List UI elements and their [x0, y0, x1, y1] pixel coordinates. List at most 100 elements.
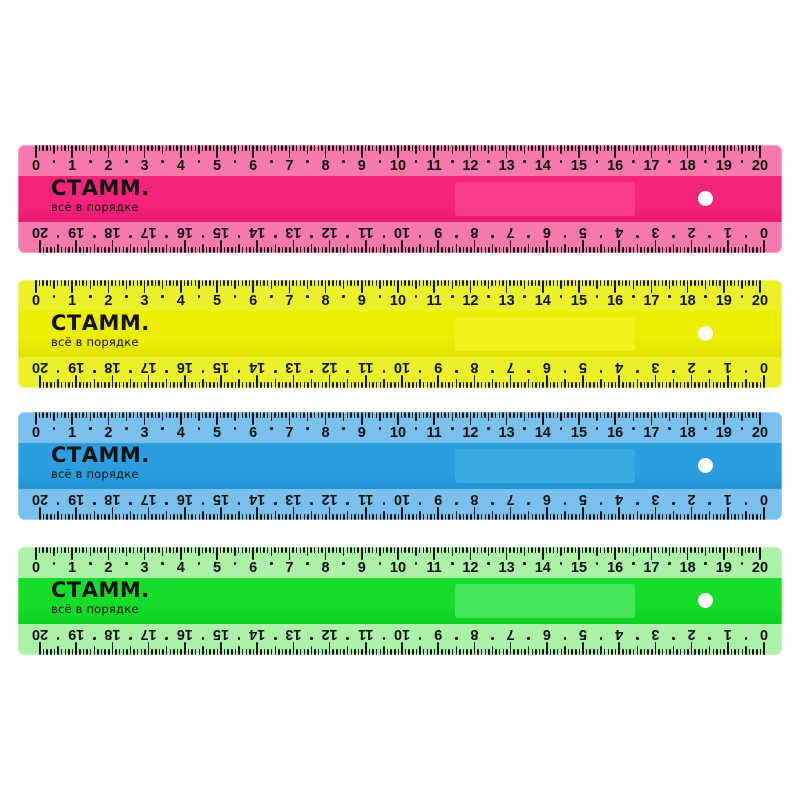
tick-cm	[361, 547, 363, 560]
tick-mm	[741, 382, 744, 388]
tick-mm	[571, 280, 573, 286]
tick-mm	[400, 412, 403, 418]
tick-mm	[506, 382, 508, 388]
tick-mm	[697, 145, 700, 151]
tick-mm	[484, 547, 486, 553]
tick-cm	[433, 547, 435, 560]
tick-mm	[111, 280, 113, 286]
tick-mm	[176, 649, 179, 655]
half-cm-dot	[233, 562, 237, 565]
tick-mm	[430, 514, 432, 520]
tick-mm	[733, 145, 736, 151]
tick-mm	[567, 145, 569, 151]
tick-mm	[321, 412, 323, 418]
tick-half	[129, 646, 132, 655]
tick-mm	[237, 547, 240, 553]
tick-cm	[437, 642, 439, 655]
scale-number: 1	[723, 491, 732, 507]
tick-mm	[665, 145, 667, 151]
tick-mm	[343, 649, 345, 655]
tick-mm	[603, 412, 606, 418]
tick-mm	[364, 280, 367, 286]
tick-mm	[115, 247, 117, 253]
tick-cm	[292, 507, 295, 520]
tick-mm	[375, 412, 378, 418]
tick-mm	[237, 145, 240, 151]
tick-half	[53, 145, 55, 154]
tick-mm	[285, 280, 287, 286]
tick-mm	[480, 412, 482, 418]
tick-mm	[386, 382, 389, 388]
tick-mm	[375, 280, 378, 286]
tick-mm	[111, 412, 113, 418]
tick-mm	[263, 547, 265, 553]
tick-mm	[285, 547, 287, 553]
tick-mm	[263, 649, 266, 655]
tick-mm	[531, 547, 533, 553]
tick-mm	[470, 247, 472, 253]
tick-mm	[151, 145, 153, 151]
tick-mm	[270, 514, 273, 520]
tick-mm	[71, 514, 74, 520]
tick-mm	[299, 547, 301, 553]
tick-mm	[79, 649, 81, 655]
tick-mm	[154, 547, 157, 553]
tick-marks	[18, 235, 782, 253]
tick-mm	[444, 247, 447, 253]
tick-mm	[542, 514, 544, 520]
tick-mm	[151, 514, 153, 520]
scale-number: 2	[104, 293, 113, 309]
tick-mm	[697, 412, 700, 418]
half-cm-dot	[197, 562, 201, 565]
tick-mm	[132, 547, 135, 553]
scale-number: 17	[643, 158, 660, 174]
tick-mm	[56, 412, 59, 418]
tick-mm	[578, 514, 581, 520]
tick-mm	[68, 247, 70, 253]
tick-mm	[639, 412, 642, 418]
tick-mm	[339, 547, 341, 553]
tick-mm	[716, 514, 718, 520]
tick-mm	[618, 412, 620, 418]
scale-number: 0	[759, 359, 769, 375]
half-cm-dot	[559, 427, 563, 430]
tick-cm	[365, 375, 367, 388]
tick-mm	[144, 649, 146, 655]
tick-cm	[107, 547, 110, 560]
tick-mm	[386, 514, 389, 520]
scale-numbers: 0 1 2 3 4 5 6 7 8 9 10 11 12 13 14 15 16 17 18 19 20	[18, 292, 782, 311]
tick-mm	[585, 145, 587, 151]
tick-mm	[661, 547, 663, 553]
tick-mm	[281, 412, 283, 418]
scale-number: 5	[578, 491, 588, 507]
tick-mm	[737, 547, 740, 553]
tick-mm	[108, 382, 110, 388]
tick-mm	[614, 247, 617, 253]
tick-mm	[277, 145, 280, 151]
scale-number: 20	[31, 626, 49, 642]
tick-mm	[165, 412, 168, 418]
tick-mm	[60, 514, 63, 520]
tick-mm	[219, 412, 222, 418]
tick-half	[346, 244, 349, 253]
scale-number: 8	[470, 359, 479, 375]
tick-half	[383, 646, 385, 655]
tick-mm	[458, 280, 461, 286]
scale-number: 15	[212, 224, 230, 240]
tick-mm	[716, 649, 718, 655]
tick-mm	[679, 145, 682, 151]
tick-cm	[654, 375, 657, 388]
scale-number: 7	[506, 626, 515, 642]
tick-mm	[545, 547, 548, 553]
tick-mm	[589, 247, 591, 253]
tick-mm	[313, 412, 316, 418]
tick-mm	[404, 547, 406, 553]
tick-mm	[252, 514, 255, 520]
half-cm-dot	[740, 562, 744, 565]
tick-mm	[589, 412, 591, 418]
tick-mm	[60, 382, 63, 388]
tick-mm	[118, 145, 120, 151]
tick-mm	[180, 382, 182, 388]
tick-mm	[622, 514, 624, 520]
tick-mm	[459, 382, 461, 388]
